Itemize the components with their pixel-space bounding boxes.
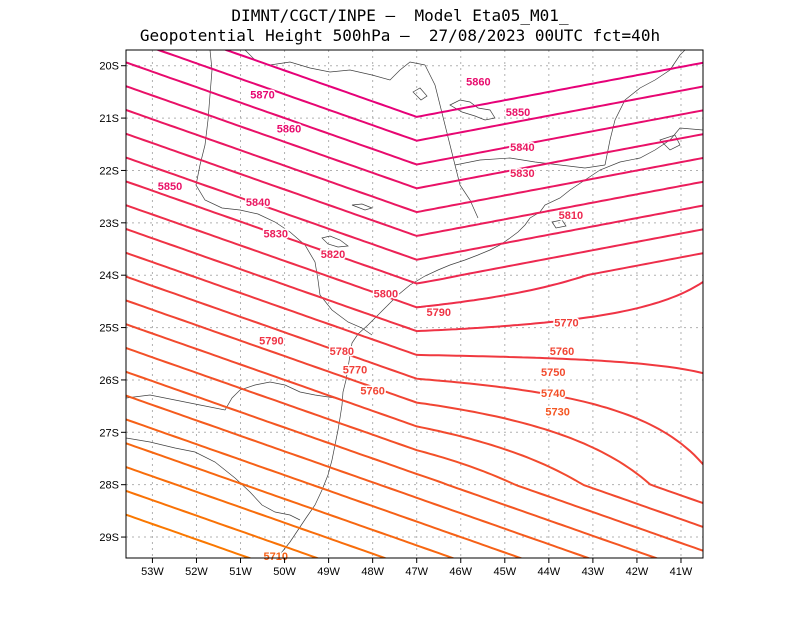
contour-line-5800 (126, 204, 703, 309)
contour-lines (126, 50, 703, 558)
y-tick-label: 22S (99, 165, 119, 177)
contour-label: 5830 (510, 168, 534, 180)
contour-line-5680 (126, 489, 320, 558)
state-border (604, 50, 686, 166)
coastline-map (126, 50, 703, 558)
chart-title: DIMNT/CGCT/INPE – Model Eta05_M01_ (231, 6, 569, 25)
y-tick-label: 28S (99, 480, 119, 492)
contour-line-5670 (126, 513, 253, 558)
contour-line-5700 (126, 442, 456, 558)
contour-label: 5790 (426, 307, 450, 319)
contour-line-5840 (126, 108, 703, 214)
contour-line-5760 (126, 299, 703, 505)
contour-label: 5830 (264, 228, 288, 240)
reservoir (321, 235, 349, 248)
contour-label: 5710 (264, 551, 288, 563)
contour-line-5810 (126, 180, 703, 285)
contour-label: 5800 (374, 289, 398, 301)
contour-label: 5760 (550, 346, 574, 358)
y-tick-label: 23S (99, 218, 119, 230)
gridlines (126, 50, 703, 558)
contour-label: 5860 (277, 124, 301, 136)
contour-label: 5820 (321, 249, 345, 261)
state-border (126, 437, 301, 521)
reservoir (351, 203, 374, 211)
contour-line-5710 (126, 418, 524, 558)
contour-line-5790 (126, 227, 703, 333)
x-tick-label: 46W (449, 566, 472, 578)
chart-subtitle: Geopotential Height 500hPa – 27/08/2023 … (139, 26, 661, 45)
contour-line-5820 (126, 156, 703, 261)
contour-label: 5840 (510, 142, 534, 154)
y-tick-label: 27S (99, 427, 119, 439)
contour-label: 5740 (541, 388, 565, 400)
contour-label: 5730 (545, 406, 569, 418)
contour-label: 5870 (250, 90, 274, 102)
contour-label: 5810 (559, 210, 583, 222)
y-tick-label: 29S (99, 532, 119, 544)
reservoir (412, 87, 428, 101)
contour-labels: 5870 5860 5860 5850 5850 5840 5840 5830 5830 5820… (156, 75, 584, 565)
y-tick-label: 21S (99, 113, 119, 125)
contour-label: 5790 (259, 336, 283, 348)
contour-label: 5860 (466, 76, 490, 88)
y-tick-label: 26S (99, 375, 119, 387)
coastline (277, 127, 703, 558)
state-border (126, 381, 344, 411)
contour-line-5870 (155, 50, 703, 142)
contour-line-5690 (126, 466, 388, 558)
contour-label: 5840 (246, 197, 270, 209)
contour-label: 5750 (541, 367, 565, 379)
contour-label: 5850 (506, 107, 530, 119)
contour-label: 5770 (554, 317, 578, 329)
x-tick-label: 51W (229, 566, 252, 578)
state-border (454, 157, 606, 169)
x-tick-label: 49W (317, 566, 340, 578)
x-tick-label: 47W (405, 566, 428, 578)
contour-label: 5850 (158, 181, 182, 193)
x-tick-label: 52W (185, 566, 208, 578)
reservoir (449, 99, 496, 121)
contour-label: 5770 (343, 364, 367, 376)
contour-line-5880 (223, 50, 703, 118)
x-tick-label: 50W (273, 566, 296, 578)
contour-line-5850 (126, 85, 703, 190)
state-border (195, 50, 373, 336)
x-tick-label: 43W (582, 566, 605, 578)
reservoir (551, 219, 567, 229)
y-tick-label: 20S (99, 61, 119, 73)
contour-line-5860 (126, 61, 703, 166)
x-tick-label: 44W (538, 566, 561, 578)
x-tick-label: 53W (141, 566, 164, 578)
axes: 53W 52W 51W 50W 49W 48W 47W 46W 45W 44W 43W 42W 41W 2… (99, 61, 692, 578)
contour-line-5730 (126, 370, 659, 558)
state-border (424, 64, 479, 219)
contour-line-5740 (126, 346, 703, 552)
contour-line-5770 (126, 275, 703, 466)
contour-line-5830 (126, 132, 703, 237)
contour-line-5720 (126, 394, 592, 558)
x-tick-label: 48W (361, 566, 384, 578)
y-tick-label: 25S (99, 323, 119, 335)
x-tick-label: 45W (493, 566, 516, 578)
x-tick-label: 41W (670, 566, 693, 578)
contour-line-5780 (126, 251, 703, 375)
reservoir (659, 134, 681, 151)
contour-line-5750 (126, 323, 703, 528)
contour-label: 5780 (330, 346, 354, 358)
plot-frame (125, 49, 704, 559)
y-tick-label: 24S (99, 270, 119, 282)
x-tick-label: 42W (626, 566, 649, 578)
contour-label: 5760 (360, 385, 384, 397)
